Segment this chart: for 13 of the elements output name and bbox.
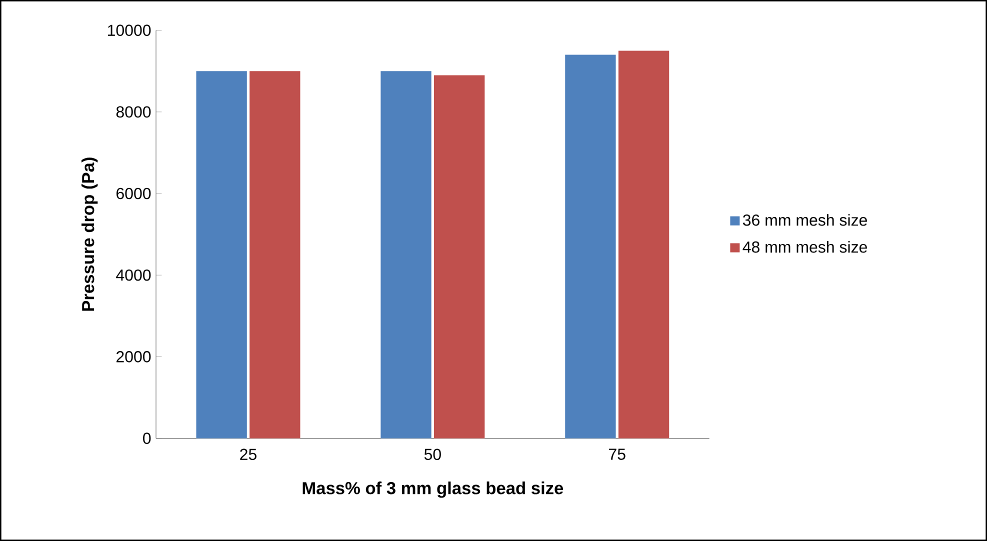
- legend-label: 48 mm mesh size: [742, 240, 867, 253]
- y-tick-label: 2000: [116, 351, 151, 362]
- y-tick-label: 6000: [116, 188, 151, 200]
- x-tick-label: 75: [609, 448, 626, 460]
- x-tick-label: 50: [424, 448, 441, 460]
- x-axis-title: Mass% of 3 mm glass bead size: [302, 482, 564, 498]
- legend-label: 36 mm mesh size: [742, 214, 867, 226]
- y-tick-label: 4000: [116, 269, 151, 281]
- y-axis-title: Pressure drop (Pa): [81, 158, 98, 311]
- x-tick-label: 25: [240, 448, 256, 460]
- y-tick-label: 10000: [108, 24, 151, 36]
- y-tick-label: 8000: [116, 106, 151, 118]
- y-tick-label: 0: [143, 432, 151, 444]
